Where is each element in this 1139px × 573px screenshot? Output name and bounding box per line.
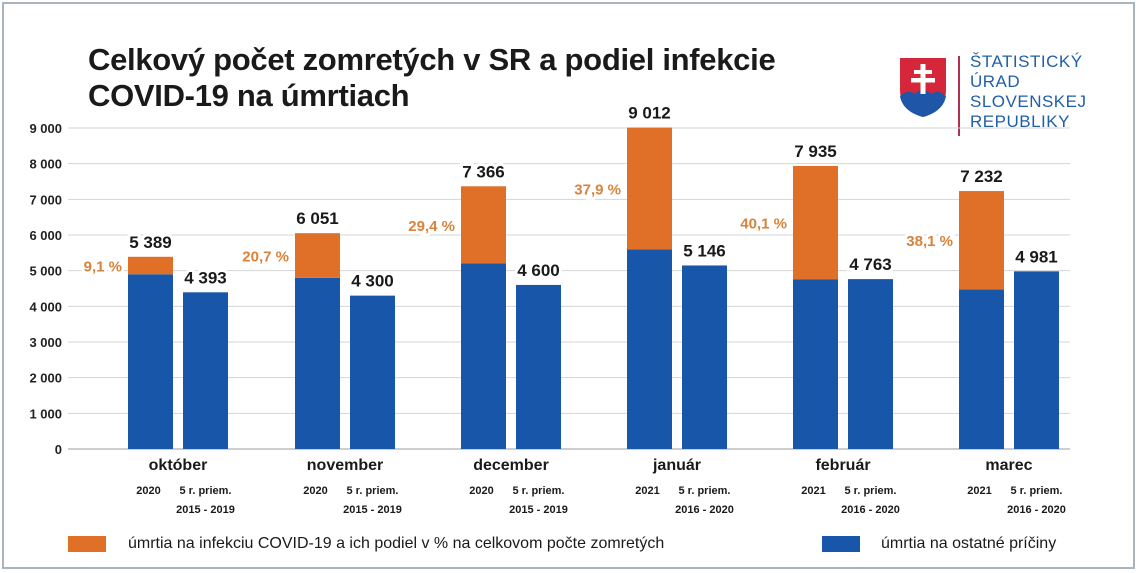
bar-avg-5y	[183, 292, 228, 449]
covid-share-label: 29,4 %	[408, 218, 455, 235]
bar-avg-label: 5 r. priem.	[347, 485, 399, 497]
total-value-label: 7 232	[960, 167, 1003, 186]
bar-avg-period-label: 2015 - 2019	[509, 504, 568, 516]
logo-line-3: SLOVENSKEJ	[970, 92, 1087, 111]
y-tick-label: 8 000	[29, 157, 62, 172]
bar-other-current	[793, 279, 838, 449]
month-label: január	[652, 457, 701, 474]
y-tick-label: 9 000	[29, 121, 62, 136]
month-label: február	[815, 457, 870, 474]
month-label: december	[473, 457, 549, 474]
bar-avg-5y	[848, 279, 893, 449]
y-tick-label: 6 000	[29, 228, 62, 243]
bar-avg-period-label: 2016 - 2020	[841, 504, 900, 516]
bar-year-label: 2021	[801, 485, 825, 497]
statistical-office-logo: ŠTATISTICKÝ ÚRAD SLOVENSKEJ REPUBLIKY	[898, 52, 1098, 142]
bar-avg-label: 5 r. priem.	[513, 485, 565, 497]
total-value-label: 6 051	[296, 209, 339, 228]
chart-title-line-2: COVID-19 na úmrtiach	[88, 78, 410, 113]
bar-avg-period-label: 2016 - 2020	[675, 504, 734, 516]
y-tick-label: 5 000	[29, 264, 62, 279]
covid-share-label: 40,1 %	[740, 216, 787, 233]
bar-year-label: 2020	[303, 485, 327, 497]
bar-other-current	[128, 274, 173, 449]
chart-title-line-1: Celkový počet zomretých v SR a podiel in…	[88, 42, 776, 77]
total-value-label: 7 366	[462, 162, 505, 181]
bar-avg-label: 5 r. priem.	[180, 485, 232, 497]
slovak-coat-of-arms-icon	[900, 58, 946, 117]
bar-avg-label: 5 r. priem.	[1011, 485, 1063, 497]
bar-covid-current	[793, 165, 838, 280]
y-tick-label: 0	[55, 442, 62, 457]
covid-share-label: 9,1 %	[84, 259, 122, 276]
logo-line-1: ŠTATISTICKÝ	[970, 52, 1083, 71]
avg-value-label: 4 600	[517, 261, 560, 280]
month-label: november	[307, 457, 383, 474]
y-tick-label: 7 000	[29, 192, 62, 207]
bar-other-current	[959, 289, 1004, 449]
bar-avg-label: 5 r. priem.	[679, 485, 731, 497]
bar-other-current	[295, 277, 340, 449]
bar-avg-period-label: 2016 - 2020	[1007, 504, 1066, 516]
legend-label-other: úmrtia na ostatné príčiny	[881, 535, 1057, 552]
bar-avg-5y	[350, 295, 395, 449]
bar-other-current	[461, 263, 506, 449]
total-value-label: 9 012	[628, 104, 671, 123]
covid-share-label: 37,9 %	[574, 181, 621, 198]
legend-swatch-covid	[68, 536, 106, 552]
avg-value-label: 5 146	[683, 241, 726, 260]
logo-line-2: ÚRAD	[970, 72, 1021, 91]
bar-avg-5y	[1014, 271, 1059, 449]
avg-value-label: 4 981	[1015, 247, 1058, 266]
legend-swatch-other	[822, 536, 860, 552]
total-value-label: 7 935	[794, 142, 837, 161]
bar-avg-label: 5 r. priem.	[845, 485, 897, 497]
bar-year-label: 2020	[136, 485, 160, 497]
y-tick-label: 1 000	[29, 406, 62, 421]
bar-covid-current	[627, 127, 672, 250]
logo-text: ŠTATISTICKÝ ÚRAD SLOVENSKEJ REPUBLIKY	[970, 52, 1087, 132]
bar-other-current	[627, 249, 672, 449]
avg-value-label: 4 393	[184, 268, 227, 287]
y-tick-label: 2 000	[29, 371, 62, 386]
y-tick-label: 4 000	[29, 299, 62, 314]
avg-value-label: 4 763	[849, 255, 892, 274]
legend: úmrtia na infekciu COVID-19 a ich podiel…	[0, 534, 1139, 556]
bar-year-label: 2021	[967, 485, 991, 497]
bar-avg-5y	[516, 284, 561, 449]
bar-avg-period-label: 2015 - 2019	[343, 504, 402, 516]
month-label: marec	[985, 457, 1032, 474]
avg-value-label: 4 300	[351, 272, 394, 291]
covid-share-label: 20,7 %	[242, 249, 289, 266]
bar-covid-current	[959, 191, 1004, 290]
bar-covid-current	[128, 256, 173, 275]
covid-share-label: 38,1 %	[906, 233, 953, 250]
bar-covid-current	[295, 233, 340, 278]
legend-label-covid: úmrtia na infekciu COVID-19 a ich podiel…	[128, 535, 665, 552]
month-label: október	[149, 457, 208, 474]
chart-title: Celkový počet zomretých v SR a podiel in…	[88, 42, 776, 114]
bar-avg-5y	[682, 265, 727, 449]
bar-year-label: 2021	[635, 485, 659, 497]
total-value-label: 5 389	[129, 233, 172, 252]
logo-line-4: REPUBLIKY	[970, 112, 1070, 131]
y-tick-label: 3 000	[29, 335, 62, 350]
bar-avg-period-label: 2015 - 2019	[176, 504, 235, 516]
logo-divider	[958, 56, 960, 136]
bar-covid-current	[461, 186, 506, 264]
bar-year-label: 2020	[469, 485, 493, 497]
